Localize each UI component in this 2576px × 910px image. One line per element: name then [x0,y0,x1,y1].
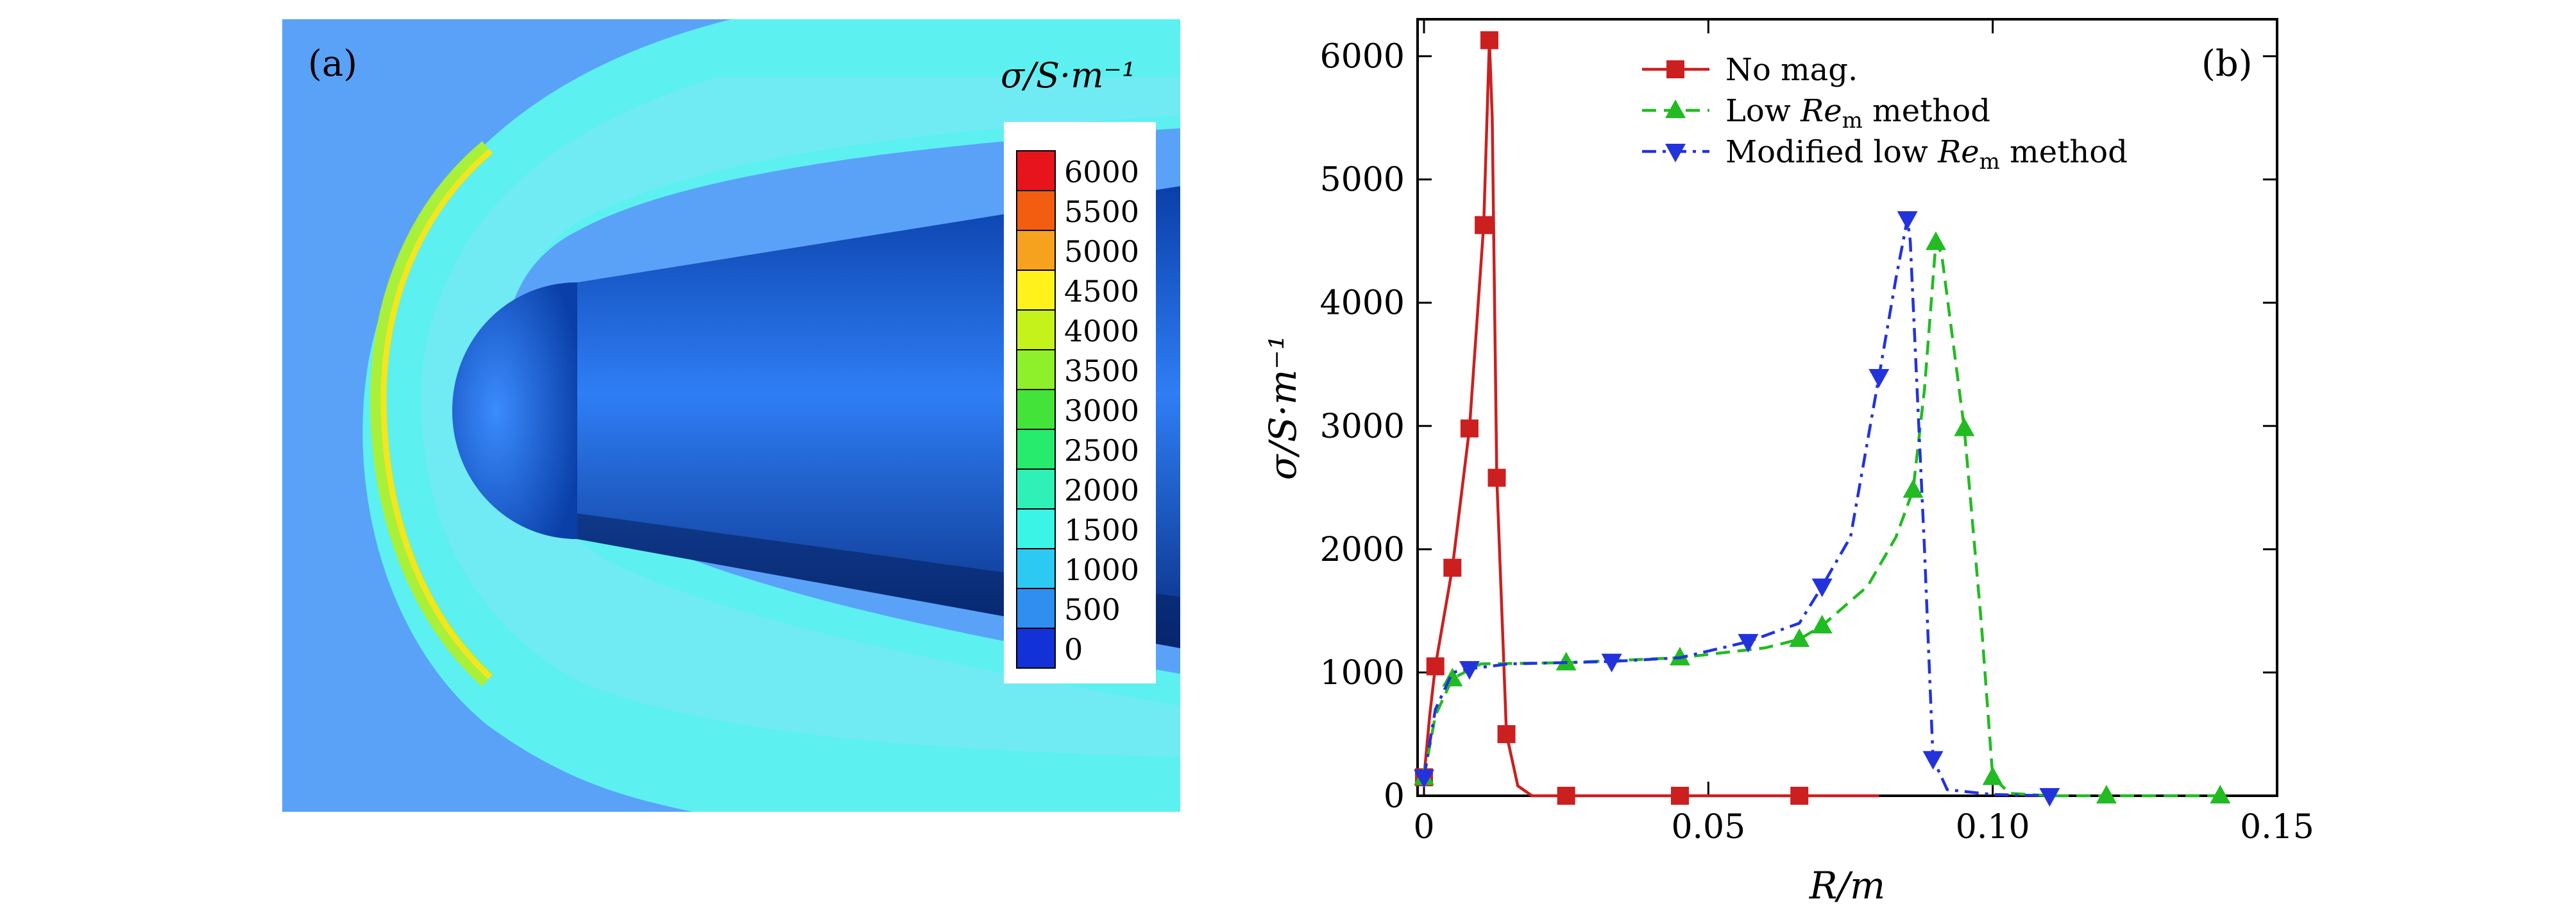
data-point [1902,479,1924,498]
colorbar: σ/S·m⁻¹ 60005500500045004000350030002500… [1001,55,1156,683]
data-point [1897,211,1918,230]
y-tick-label: 6000 [1320,38,1405,76]
colorbar-swatch [1016,508,1056,549]
x-axis-label: R/m [1809,864,1885,907]
colorbar-tick-label: 2000 [1064,473,1139,508]
colorbar-swatch [1016,349,1056,390]
colorbar-swatch [1016,548,1056,589]
colorbar-swatch [1016,389,1056,430]
data-point [1557,787,1575,805]
colorbar-tick-label: 5000 [1064,234,1139,269]
data-point [1497,725,1516,743]
data-point [1601,653,1622,673]
data-point [1926,231,1946,250]
colorbar-tick-label: 1000 [1064,553,1139,587]
colorbar-tick-label: 3500 [1064,354,1139,388]
data-point [1954,417,1975,436]
panel-a-label: (a) [308,43,357,85]
data-point [1790,787,1809,805]
vehicle-nose [452,282,577,539]
series-line [1422,39,1879,798]
data-point [1555,651,1577,671]
colorbar-tick-label: 5500 [1064,194,1139,229]
colorbar-swatch [1016,429,1056,470]
data-point [1480,31,1498,49]
data-point [1475,216,1493,234]
data-point [1982,766,2003,786]
panel-b-label: (b) [2201,43,2253,85]
y-tick-label: 5000 [1320,161,1405,200]
data-point [1868,368,1890,388]
data-point [1811,614,1833,633]
colorbar-tick-label: 4000 [1064,314,1139,348]
contour-panel: (a) σ/S·m⁻¹ 6000550050004500400035003000… [282,19,1180,812]
x-tick-label: 0 [1413,808,1434,846]
series-layer [1414,31,2231,807]
colorbar-swatch [1016,190,1056,231]
colorbar-swatch [1016,588,1056,629]
y-tick-label: 3000 [1320,408,1405,446]
legend-marker [1666,60,1684,78]
data-point [1426,657,1445,676]
colorbar-title: σ/S·m⁻¹ [1001,55,1136,96]
high-conductivity-band [369,141,493,687]
data-point [1414,769,1434,789]
data-point [1811,578,1833,597]
data-point [1789,628,1810,648]
colorbar-swatch [1016,628,1056,669]
line-chart: 0 0.05 0.10 0.15 0100020003000400050006000 … [1261,18,2314,907]
colorbar-swatches: 6000550050004500400035003000250020001500… [1016,150,1139,669]
x-tick-label: 0.10 [1956,808,2030,846]
colorbar-tick-label: 2500 [1064,433,1139,468]
data-point [2096,785,2117,803]
data-point [1487,468,1506,487]
colorbar-swatch [1016,309,1056,350]
x-axis: 0 0.05 0.10 0.15 [1413,19,2314,846]
colorbar-swatch [1016,150,1056,191]
y-tick-label: 2000 [1320,531,1405,569]
colorbar-swatch [1016,468,1056,510]
data-point [1670,646,1690,665]
x-tick-label: 0.15 [2240,808,2314,846]
colorbar-tick-label: 4500 [1064,274,1139,309]
colorbar-swatch [1016,270,1056,311]
data-point [1922,751,1944,770]
data-point [1459,661,1480,680]
colorbar-tick-label: 6000 [1064,155,1139,189]
y-tick-label: 0 [1384,777,1405,816]
data-point [2039,788,2060,807]
series-triangle-down [1414,211,2060,807]
legend-label: No mag. [1725,52,1858,88]
colorbar-tick-label: 3000 [1064,393,1139,428]
colorbar-tick-label: 500 [1064,592,1121,627]
data-point [1738,633,1759,653]
legend-label: Low Rem method [1725,93,1990,133]
data-point [1443,558,1462,577]
colorbar-swatch [1016,230,1056,271]
y-axis-label: σ/S·m⁻¹ [1261,335,1305,480]
colorbar-tick-label: 0 [1064,632,1083,667]
colorbar-tick-label: 1500 [1064,513,1139,547]
data-point [1460,419,1479,438]
series-line [1422,217,2050,798]
legend-marker [1665,144,1686,162]
legend-label: Modified low Rem method [1725,134,2128,175]
x-tick-label: 0.05 [1671,808,1745,846]
legend-marker [1665,99,1686,118]
data-point [2210,785,2231,803]
data-point [1671,787,1689,805]
y-tick-label: 4000 [1320,284,1405,323]
peak-conductivity-band [380,148,493,680]
y-axis: 0 1000 2000 3000 4000 5000 6000 [1320,38,2277,816]
inner-layer-region [421,77,1180,757]
y-tick-label: 1000 [1320,654,1405,692]
